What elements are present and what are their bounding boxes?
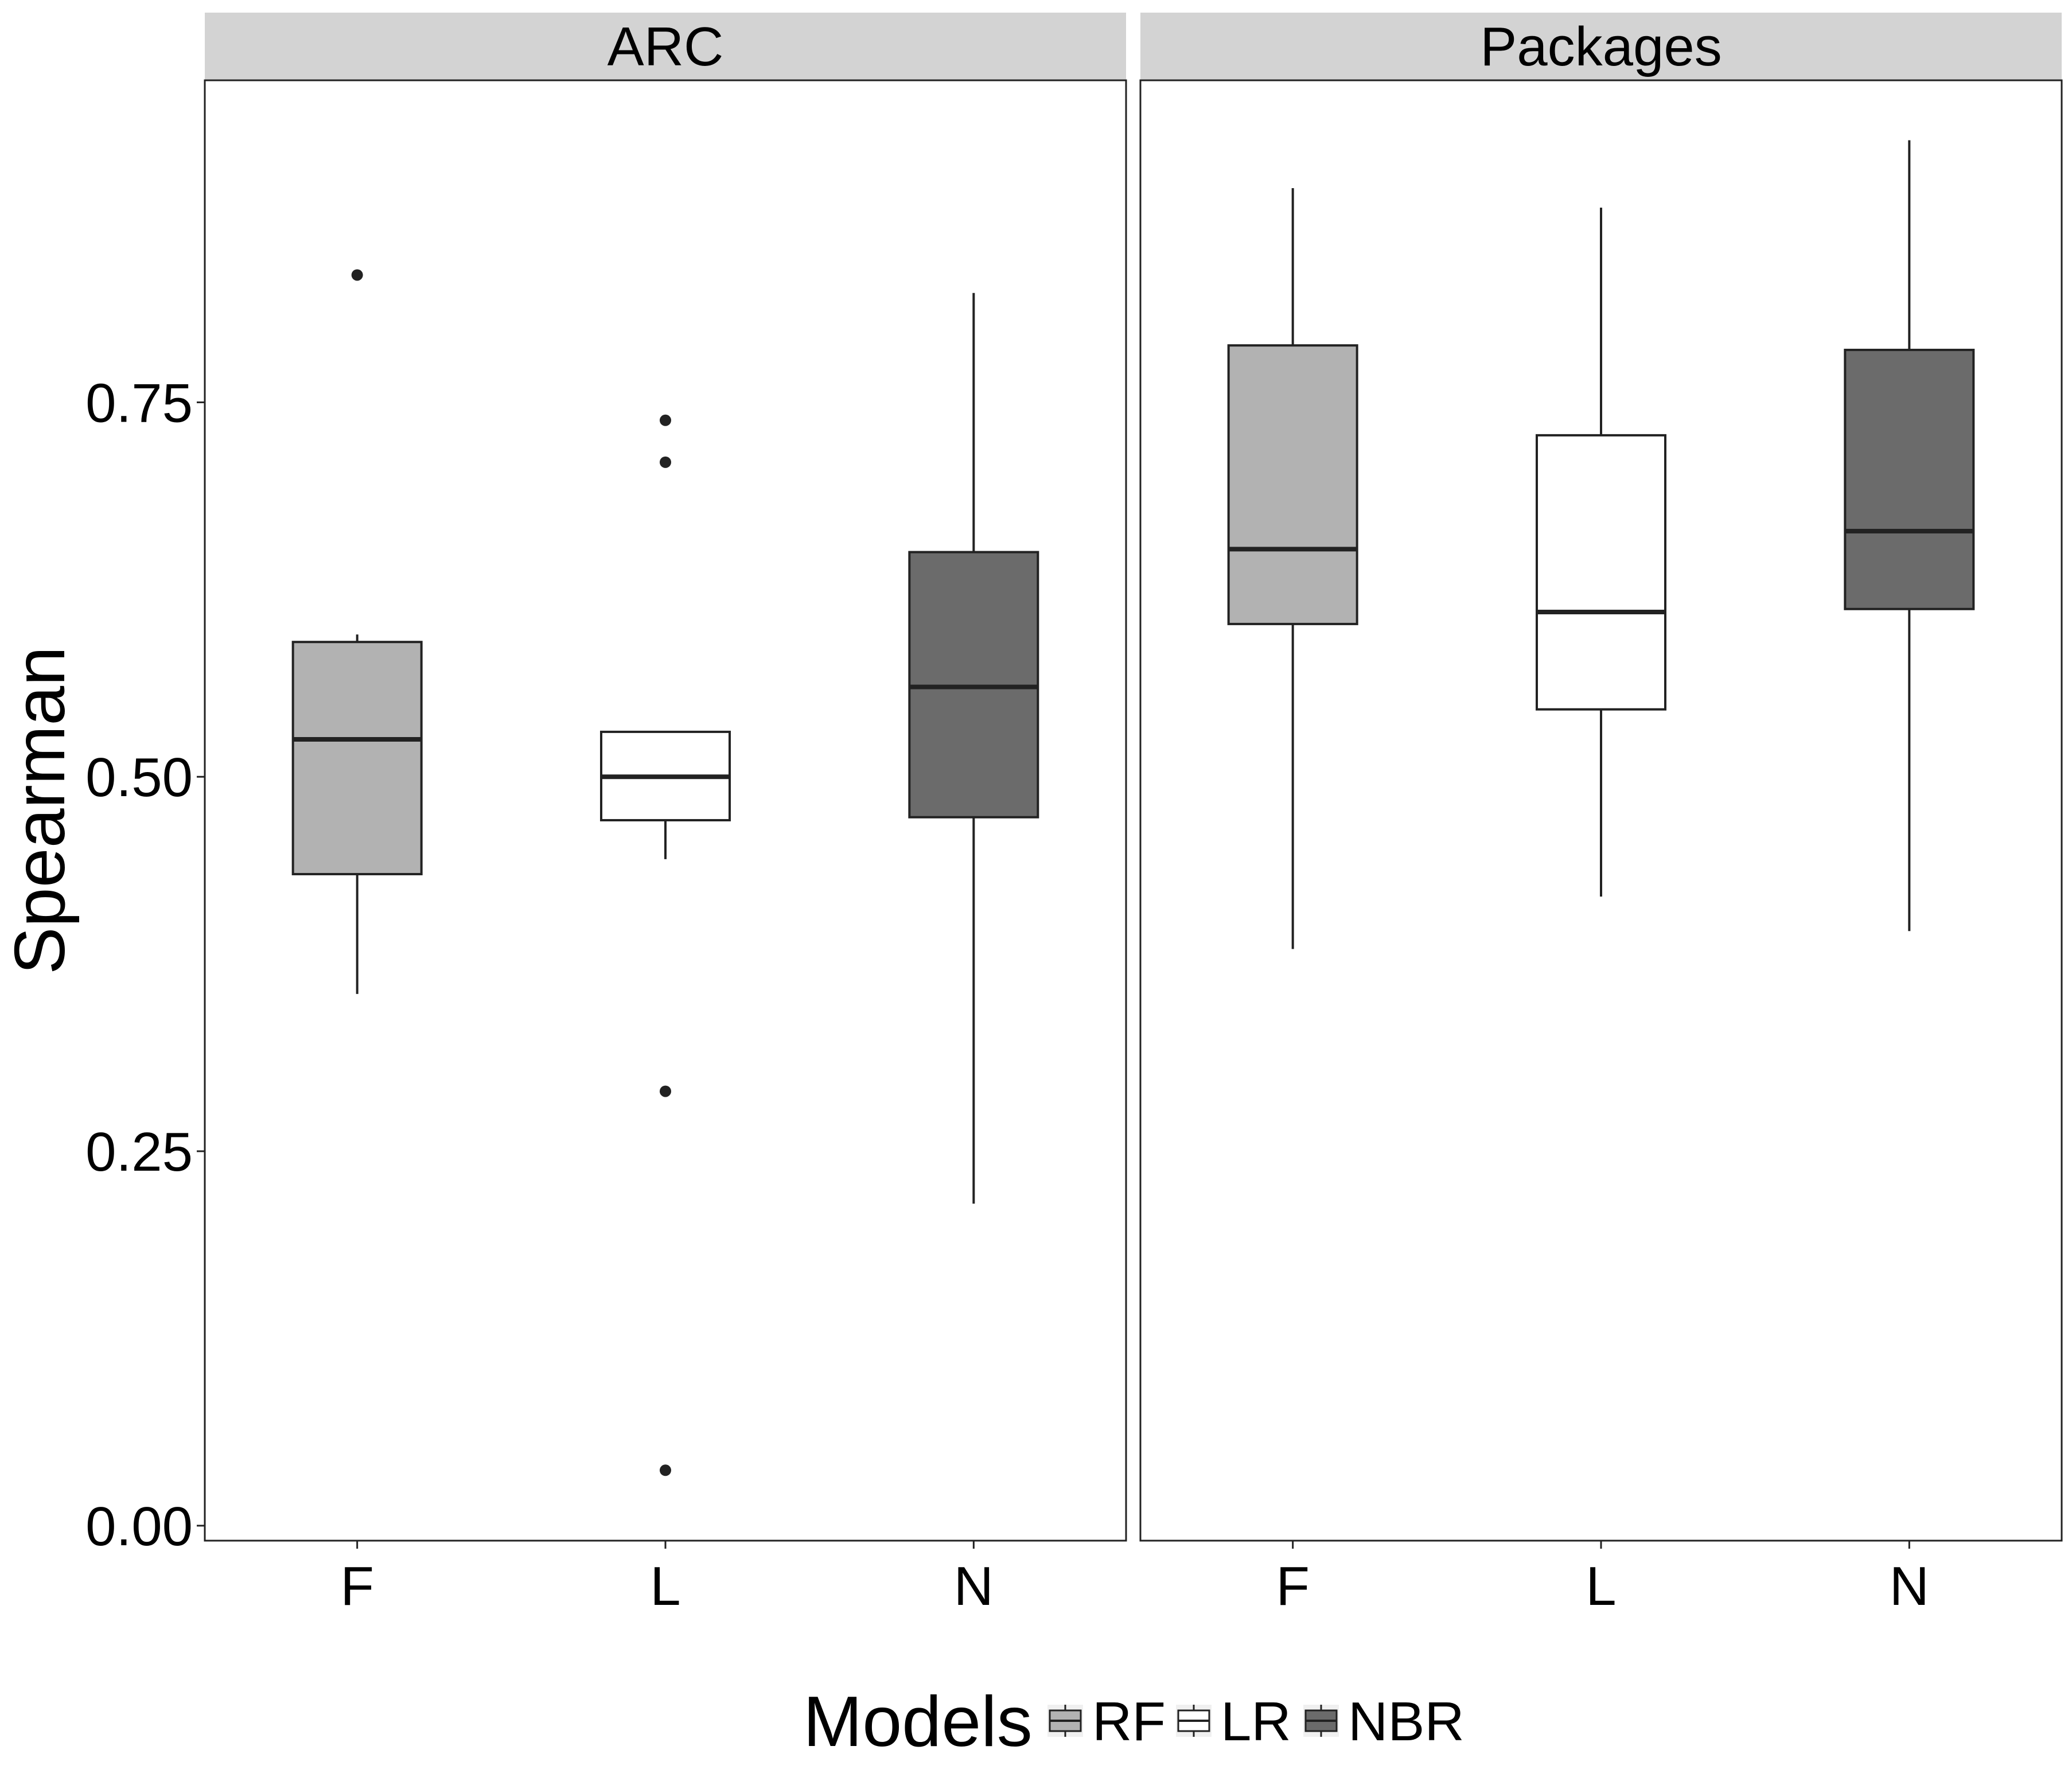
y-axis-title: Spearman: [1, 646, 80, 975]
iqr-box: [1227, 344, 1358, 625]
box-n-nbr: [1844, 140, 1975, 932]
x-tick-label: F: [1276, 1556, 1310, 1617]
legend-label: NBR: [1348, 1691, 1465, 1752]
box-f-rf: [291, 269, 423, 994]
y-tick-label: 0.75: [85, 372, 193, 434]
facet-strip: [205, 13, 1126, 80]
iqr-box: [291, 641, 423, 875]
box-l-lr: [1536, 207, 1666, 897]
panel-arc: ARC F L N: [197, 13, 1127, 1617]
legend-label: LR: [1221, 1691, 1291, 1752]
legend-title: Models: [803, 1682, 1033, 1761]
y-tick-label: 0.00: [85, 1496, 193, 1557]
outlier-point: [660, 456, 671, 468]
facet-title: ARC: [607, 16, 724, 77]
legend-key-nbr: [1303, 1705, 1339, 1737]
box-f-rf: [1227, 188, 1358, 949]
iqr-box: [1844, 349, 1975, 610]
outlier-point: [660, 1085, 671, 1097]
legend-key-lr: [1176, 1705, 1212, 1737]
x-tick-label: F: [340, 1556, 374, 1617]
facet-title: Packages: [1480, 16, 1722, 77]
x-tick-label: L: [650, 1556, 680, 1617]
x-tick-label: N: [1890, 1556, 1929, 1617]
outlier-point: [351, 269, 363, 281]
x-tick-label: L: [1586, 1556, 1616, 1617]
outlier-point: [660, 1464, 671, 1476]
x-tick-label: N: [954, 1556, 994, 1617]
box-n-nbr: [908, 293, 1039, 1204]
facet-strip: [1140, 13, 2062, 80]
outlier-point: [660, 414, 671, 426]
legend: Models RF LR NBR: [803, 1682, 1465, 1761]
legend-key-rf: [1047, 1705, 1083, 1737]
panel-packages: Packages F L N: [1139, 13, 2063, 1617]
legend-label: RF: [1092, 1691, 1166, 1752]
y-tick-label: 0.50: [85, 747, 193, 808]
y-tick-label: 0.25: [85, 1121, 193, 1183]
iqr-box: [1536, 434, 1666, 711]
box-l-lr: [600, 414, 731, 1476]
